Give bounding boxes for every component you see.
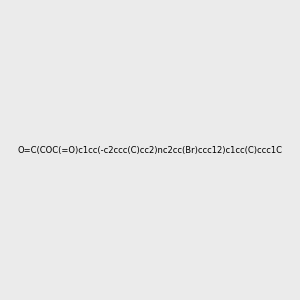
Text: O=C(COC(=O)c1cc(-c2ccc(C)cc2)nc2cc(Br)ccc12)c1cc(C)ccc1C: O=C(COC(=O)c1cc(-c2ccc(C)cc2)nc2cc(Br)cc…	[17, 146, 283, 154]
